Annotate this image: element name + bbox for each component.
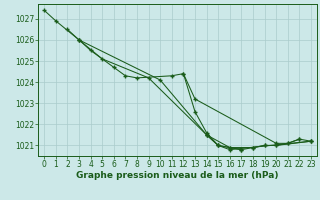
X-axis label: Graphe pression niveau de la mer (hPa): Graphe pression niveau de la mer (hPa): [76, 171, 279, 180]
